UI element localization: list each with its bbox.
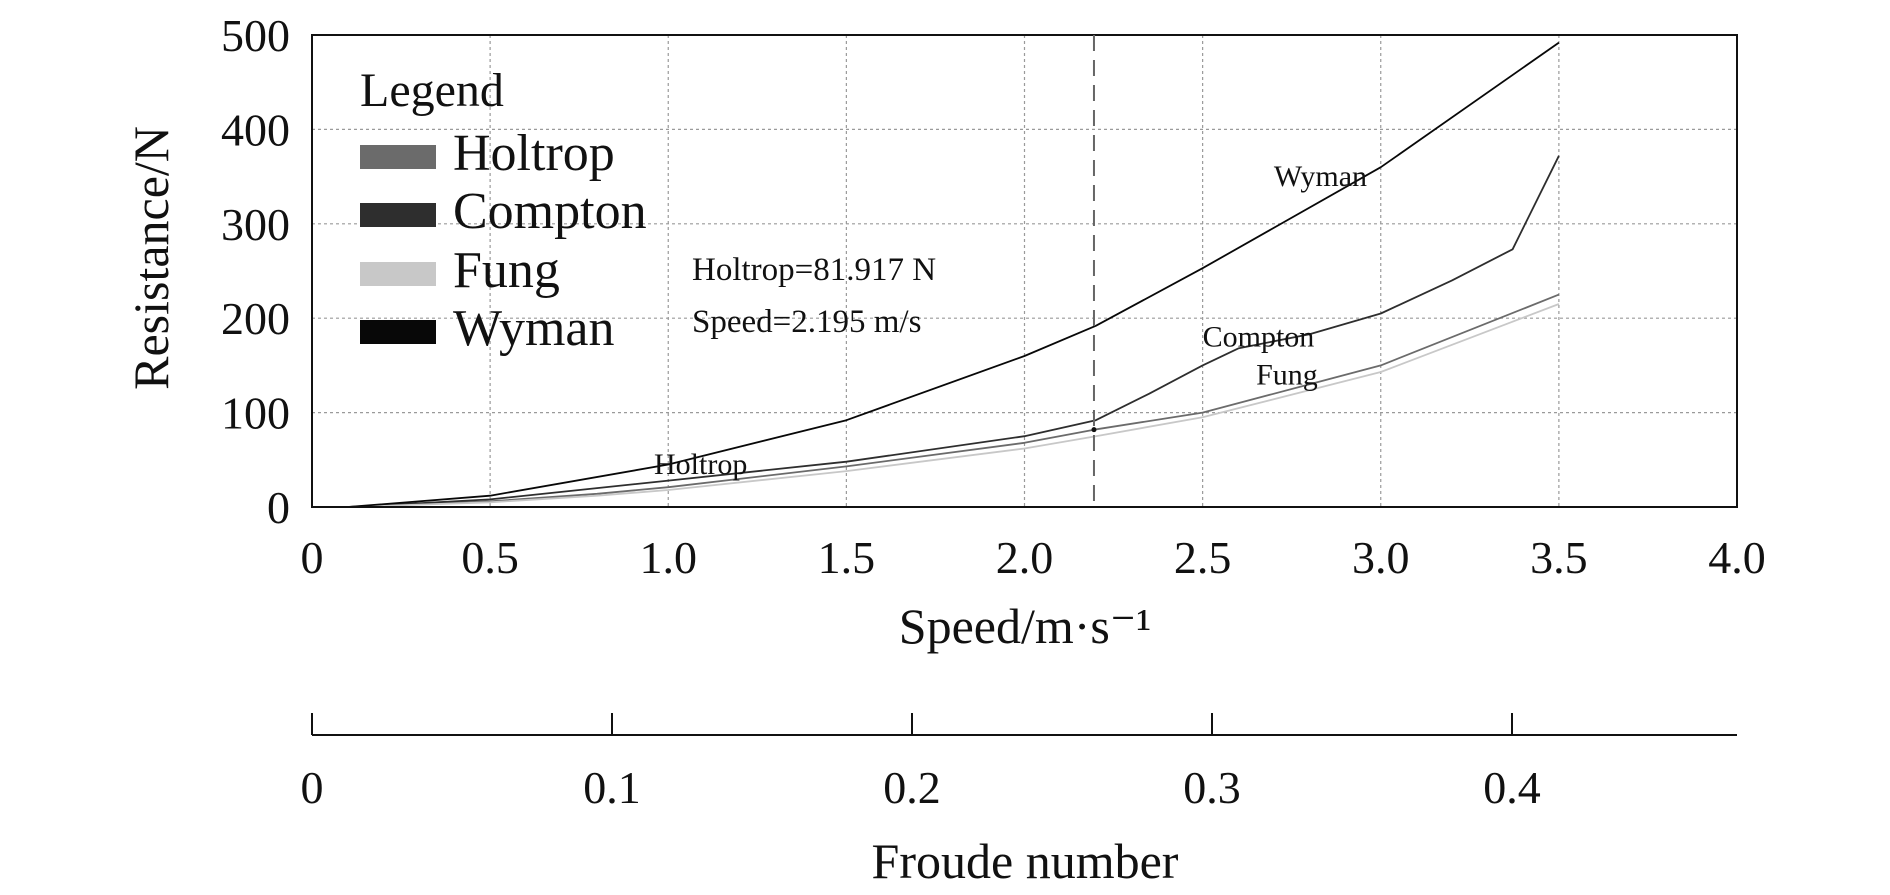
- y-tick-label: 500: [221, 10, 290, 61]
- x-tick-label: 0.5: [461, 532, 519, 583]
- y-tick-label: 300: [221, 199, 290, 250]
- series-group: [347, 41, 1560, 508]
- tick-labels: 0 0.5 1.0 1.5 2.0 2.5 3.0 3.5 4.0 0 100 200 300 400 50…: [221, 10, 1766, 583]
- y-axis-title: Resistance/N: [123, 126, 179, 390]
- curve-label-fung: Fung: [1256, 358, 1318, 391]
- legend-swatch-holtrop: [360, 145, 436, 169]
- curve-labels: Wyman Compton Fung Holtrop: [654, 160, 1367, 481]
- legend-swatch-wyman: [360, 320, 436, 344]
- legend: Legend Holtrop Compton Fung Wyman: [360, 64, 647, 357]
- x-tick-label: 3.5: [1530, 532, 1588, 583]
- series-line-wyman: [347, 41, 1560, 508]
- legend-label-wyman: Wyman: [453, 300, 614, 357]
- froude-axis-title: Froude number: [872, 833, 1179, 889]
- x-tick-label: 3.0: [1352, 532, 1410, 583]
- x-tick-label: 2.5: [1174, 532, 1232, 583]
- x-tick-label: 1.0: [640, 532, 698, 583]
- curve-label-wyman: Wyman: [1274, 160, 1367, 193]
- annotation-line-2: Speed=2.195 m/s: [692, 304, 921, 340]
- plot-frame: [311, 34, 1738, 508]
- legend-swatch-compton: [360, 203, 436, 227]
- x-tick-label: 0: [301, 532, 324, 583]
- grid: [312, 35, 1737, 507]
- froude-number-axis: 0 0.1 0.2 0.3 0.4: [301, 713, 1737, 813]
- y-tick-label: 0: [267, 482, 290, 533]
- froude-tick-label: 0.4: [1483, 762, 1541, 813]
- legend-label-fung: Fung: [453, 242, 560, 299]
- legend-label-holtrop: Holtrop: [453, 125, 615, 182]
- froude-tick-label: 0: [301, 762, 324, 813]
- y-tick-label: 100: [221, 388, 290, 439]
- x-tick-label: 1.5: [818, 532, 876, 583]
- series-line-fung: [347, 303, 1560, 508]
- froude-tick-label: 0.2: [883, 762, 941, 813]
- y-tick-label: 200: [221, 293, 290, 344]
- legend-title: Legend: [360, 64, 504, 117]
- series-line-compton: [347, 155, 1560, 508]
- froude-tick-label: 0.1: [583, 762, 641, 813]
- curve-label-compton: Compton: [1203, 321, 1315, 354]
- annotation-line-1: Holtrop=81.917 N: [692, 252, 936, 288]
- legend-swatch-fung: [360, 262, 436, 286]
- legend-label-compton: Compton: [453, 183, 647, 240]
- curve-label-holtrop: Holtrop: [654, 448, 747, 481]
- reference-point-marker: [1091, 427, 1097, 433]
- x-axis-title: Speed/m·s⁻¹: [899, 598, 1151, 654]
- series-line-holtrop: [347, 293, 1560, 508]
- froude-tick-label: 0.3: [1183, 762, 1241, 813]
- x-tick-label: 4.0: [1708, 532, 1766, 583]
- x-tick-label: 2.0: [996, 532, 1054, 583]
- y-tick-label: 400: [221, 104, 290, 155]
